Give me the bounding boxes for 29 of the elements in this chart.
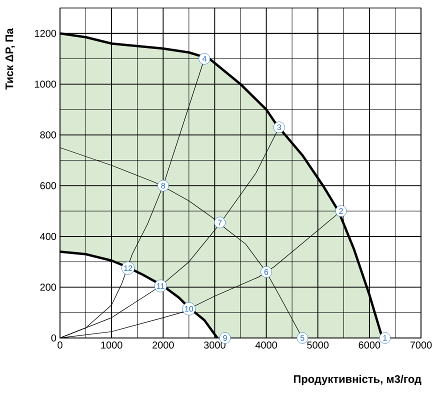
annotation: 7 (218, 220, 222, 226)
y-tick-label: 1000 (34, 80, 56, 88)
annotation: 4 (202, 56, 206, 62)
y-tick-label: 800 (40, 131, 56, 138)
annotation: 3 (277, 124, 282, 130)
annotation: 6 (264, 269, 268, 275)
y-tick-label: 200 (40, 284, 56, 291)
x-tick-label: 3000 (204, 342, 226, 349)
y-axis-title: Тиск ΔР, Па (6, 28, 15, 90)
x-tick-label: 7000 (410, 342, 432, 349)
annotation: 9 (223, 335, 227, 341)
x-axis-title: Продуктивність, м3/год (294, 374, 422, 386)
x-tick-label: 0 (58, 342, 62, 349)
annotation: 2 (339, 208, 343, 214)
annotation: 5 (300, 335, 304, 341)
annotation: 10 (185, 306, 194, 312)
annotation: 8 (161, 182, 166, 189)
annotation: 12 (124, 265, 132, 271)
x-tick-label: 1000 (101, 342, 122, 349)
annotation: 1 (383, 335, 387, 341)
y-tick-label: 600 (40, 182, 56, 190)
annotation: 11 (157, 283, 164, 289)
y-tick-label: 400 (40, 232, 56, 240)
y-tick-label: 0 (51, 334, 56, 342)
x-tick-label: 6000 (358, 342, 380, 349)
x-tick-label: 2000 (152, 342, 174, 349)
y-tick-label: 1200 (34, 30, 56, 37)
x-tick-label: 5000 (307, 342, 329, 349)
x-tick-label: 4000 (255, 342, 278, 349)
